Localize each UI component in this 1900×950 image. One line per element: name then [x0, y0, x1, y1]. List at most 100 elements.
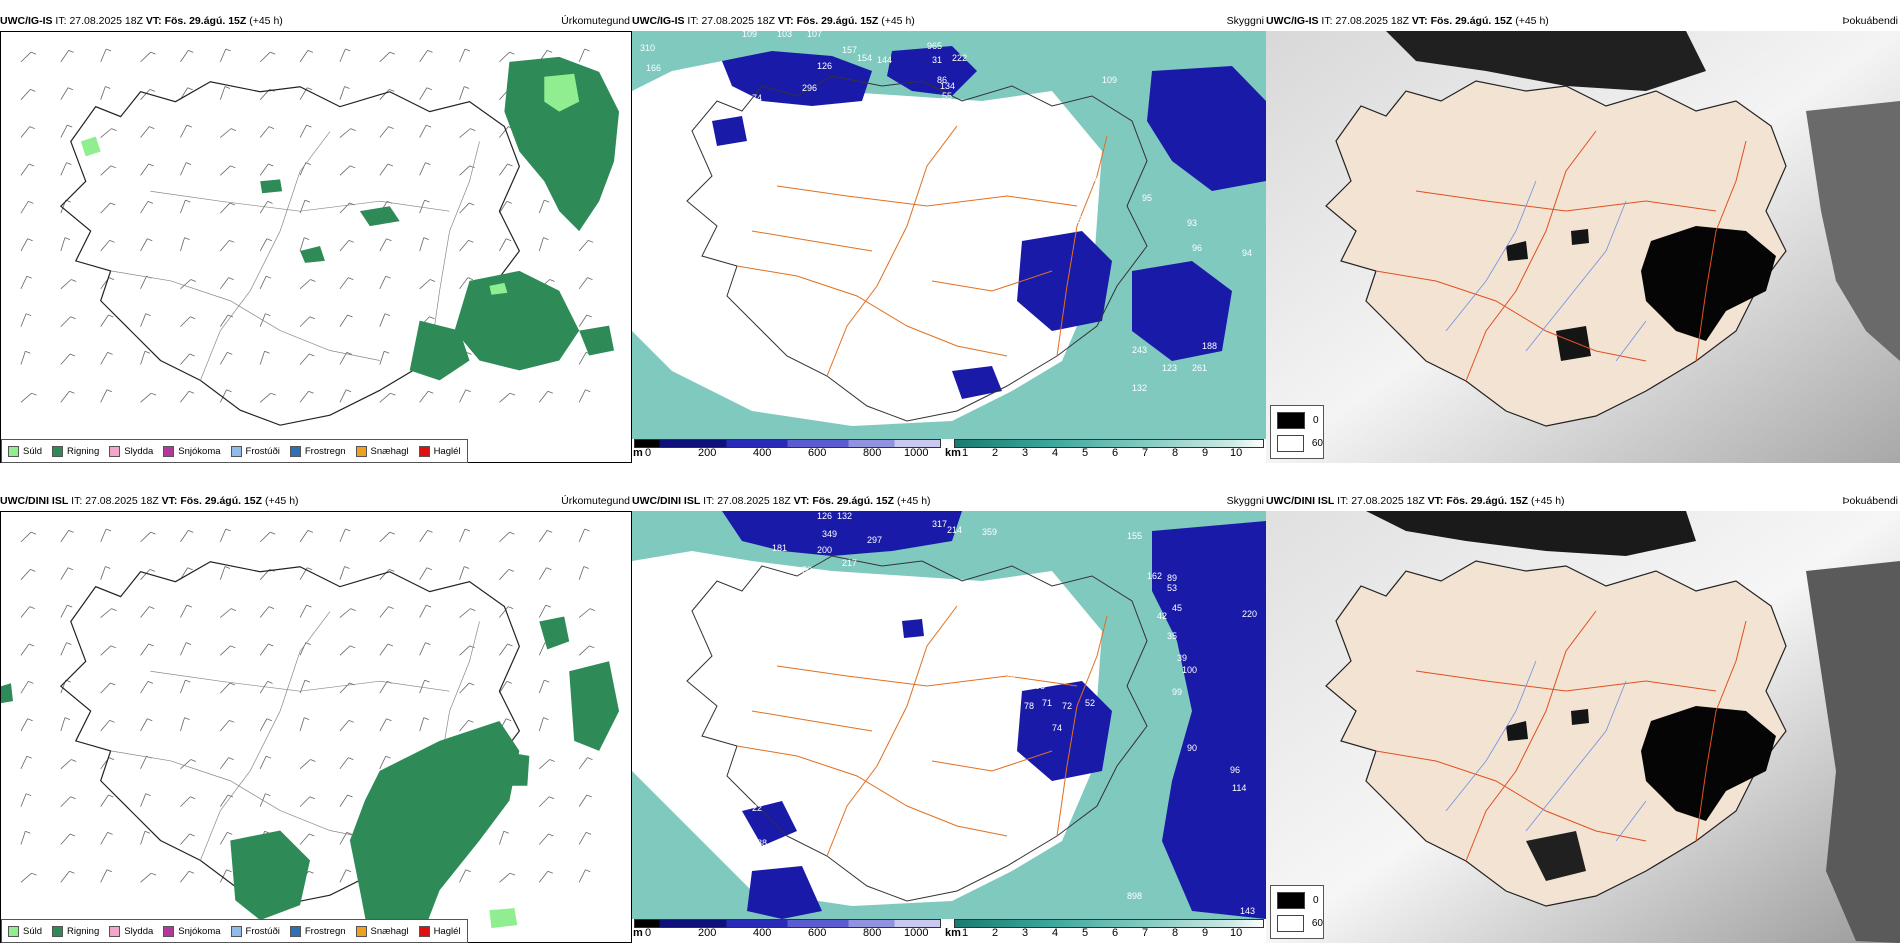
wind-barb [459, 165, 471, 176]
wind-barb-flag [545, 604, 551, 608]
visibility-value-label: 96 [1230, 765, 1240, 775]
cloud-panel-bottom: UWC/DINI ISL IT: 27.08.2025 18Z VT: Fös.… [1266, 493, 1900, 943]
fog-patch [1556, 326, 1591, 361]
wind-barb-flag [387, 163, 394, 167]
wind-barb [259, 531, 271, 543]
wind-barb-flag [184, 237, 190, 241]
wind-barb-flag [387, 643, 394, 647]
wind-barb-flag [70, 796, 76, 800]
wind-barb-flag [265, 275, 272, 279]
wind-barb [578, 277, 588, 290]
wind-barb [100, 128, 112, 138]
legend-label: Frostregn [304, 925, 346, 937]
valid-label: VT: [777, 15, 794, 27]
wind-barb-flag [148, 163, 154, 167]
visibility-value-label: 65 [972, 213, 982, 223]
legend-item: Snæhagl [355, 445, 409, 457]
wind-barb [20, 793, 27, 807]
m-tick: 600 [808, 927, 827, 939]
wind-barb-flag [185, 642, 192, 645]
wind-barb [219, 794, 229, 807]
wind-barb [219, 528, 227, 543]
wind-barb-flag [309, 833, 315, 837]
wind-barb [299, 833, 310, 845]
wind-barb-flag [347, 794, 353, 798]
road-network [1375, 130, 1747, 382]
precip-map[interactable] [0, 31, 632, 463]
wind-barb [339, 682, 350, 694]
lead-time: (+45 h) [1515, 15, 1549, 27]
precip-map[interactable] [0, 511, 632, 943]
legend-swatch [109, 925, 121, 937]
cloud-legend-row: 0 [1277, 412, 1323, 429]
wind-barb [140, 872, 152, 883]
cloud-legend-swatch [1277, 892, 1305, 909]
valid-label: VT: [145, 15, 162, 27]
wind-barb [180, 316, 191, 327]
wind-barb [140, 51, 151, 63]
wind-barb [499, 163, 508, 176]
visibility-value-label: 108 [1030, 681, 1045, 691]
wind-barb [20, 569, 31, 580]
wind-barb-flag [584, 48, 590, 52]
wind-barb-flag [506, 200, 512, 204]
lead-time: (+45 h) [896, 495, 931, 507]
wind-barb [60, 833, 71, 845]
wind-barb-flag [304, 679, 311, 683]
wind-barb [20, 531, 32, 543]
cloud-map[interactable] [1266, 31, 1900, 463]
wind-barb [379, 756, 387, 769]
visibility-value-label: 100 [1182, 665, 1197, 675]
wind-barb [538, 679, 545, 694]
wind-barb [140, 831, 146, 845]
wind-barb [459, 682, 470, 694]
wind-barb [100, 48, 107, 63]
wind-barb [379, 718, 387, 732]
legend-label: Súld [23, 925, 43, 937]
wind-barb-flag [509, 872, 516, 876]
wind-barb-flag [427, 529, 433, 533]
wind-barb-flag [268, 126, 275, 130]
visibility-map[interactable]: 126 132 349 200 297 317 214 359 155 181 217 50 162 89… [632, 511, 1266, 919]
wind-barb [459, 869, 467, 883]
wind-barb-flag [188, 390, 195, 394]
wind-barb-flag [25, 350, 31, 354]
visibility-value-label: 132 [837, 511, 852, 521]
wind-barb-flag [386, 238, 392, 242]
wind-barb-flag [29, 606, 35, 610]
wind-barb-flag [185, 199, 191, 203]
km-tick: 2 [992, 447, 999, 459]
wind-barb [499, 681, 508, 694]
wind-barb [180, 642, 187, 656]
model-name: UWC/DINI ISL [1266, 495, 1335, 507]
km-tick: 10 [1230, 447, 1243, 459]
wind-barb [339, 202, 350, 214]
legend-swatch [289, 445, 301, 457]
wind-barb [259, 238, 268, 252]
m-tick: 1000 [904, 927, 929, 939]
visibility-value-label: 103 [777, 31, 792, 39]
wind-barb-flag [587, 277, 593, 280]
wind-barb [339, 352, 348, 365]
wind-barb-flag [389, 89, 395, 92]
init-label: IT: [71, 495, 83, 507]
wind-barb [339, 608, 351, 618]
wind-barb [578, 528, 585, 543]
wind-barb [379, 351, 385, 365]
visibility-map[interactable]: 310 166 109 103 107 157 154 144 965 31 222 126 296 86… [632, 31, 1266, 439]
wind-barb [259, 351, 265, 365]
wind-barb-flag [469, 165, 475, 169]
wind-barb [499, 51, 510, 63]
visibility-value-label: 39 [1177, 653, 1187, 663]
wind-barb-flag [309, 316, 315, 320]
init-time: 27.08.2025 18Z [69, 15, 143, 27]
wind-barb-flag [427, 49, 433, 53]
wind-barb [219, 314, 229, 327]
wind-barb-flag [544, 679, 550, 683]
legend-label: Slydda [124, 445, 154, 457]
cloud-map[interactable] [1266, 511, 1900, 943]
wind-barb-flag [25, 793, 32, 797]
model-name: UWC/DINI ISL [0, 495, 69, 507]
wind-barb [299, 279, 311, 290]
wind-barb [578, 389, 586, 403]
